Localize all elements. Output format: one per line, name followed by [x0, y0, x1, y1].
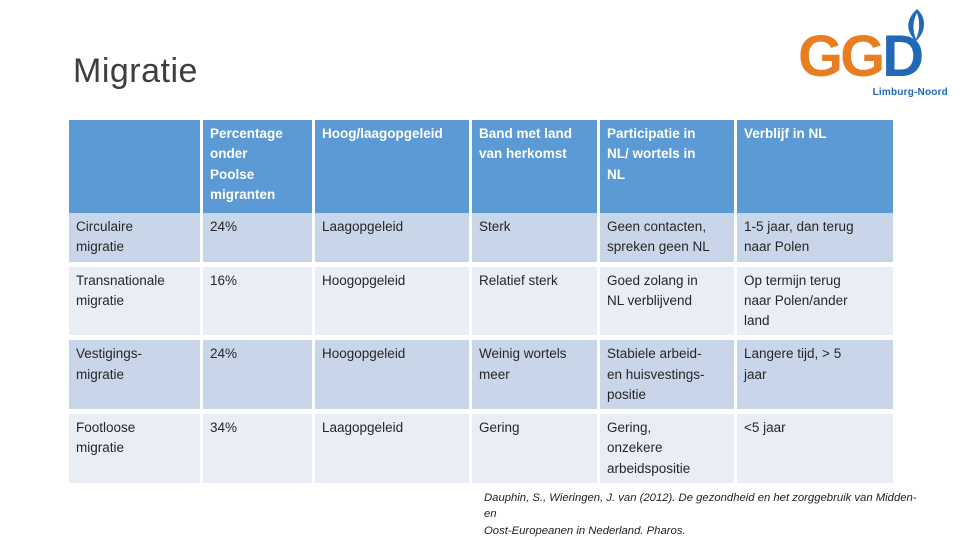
table-cell: 1-5 jaar, dan terug naar Polen	[737, 213, 893, 267]
logo-region-label: Limburg-Noord	[872, 87, 948, 98]
table-cell: Geen contacten, spreken geen NL	[600, 213, 737, 267]
row-label: Transnationale migratie	[69, 266, 203, 341]
table-cell: Gering, onzekere arbeidspositie	[600, 414, 737, 483]
table-header-row: Percentage onder Poolse migranten Hoog/l…	[69, 120, 893, 213]
table-cell: Weinig wortels meer	[472, 340, 600, 414]
table-cell: Stabiele arbeid- en huisvestings- positi…	[600, 340, 737, 414]
citation: Dauphin, S., Wieringen, J. van (2012). D…	[484, 492, 917, 537]
column-header-percentage: Percentage onder Poolse migranten	[203, 120, 315, 213]
column-header-opleiding: Hoog/laagopgeleid	[315, 120, 472, 213]
leaf-icon	[902, 8, 932, 42]
column-header-verblijf: Verblijf in NL	[737, 120, 893, 213]
row-label: Vestigings- migratie	[69, 340, 203, 414]
table-cell: Laagopgeleid	[315, 213, 472, 267]
table-row-circulaire: Circulaire migratie 24% Laagopgeleid Ste…	[69, 213, 893, 267]
row-label: Circulaire migratie	[69, 213, 203, 267]
column-header-band: Band met land van herkomst	[472, 120, 600, 213]
column-header-participatie: Participatie in NL/ wortels in NL	[600, 120, 737, 213]
table-cell: 34%	[203, 414, 315, 483]
row-label: Footloose migratie	[69, 414, 203, 483]
table-cell: Hoogopgeleid	[315, 340, 472, 414]
page-title: Migratie	[73, 52, 198, 90]
table-cell: Laagopgeleid	[315, 414, 472, 483]
table-cell: 24%	[203, 340, 315, 414]
table-cell: Op termijn terug naar Polen/ander land	[737, 266, 893, 341]
table-cell: Sterk	[472, 213, 600, 267]
table-cell: <5 jaar	[737, 414, 893, 483]
table-cell: Hoogopgeleid	[315, 266, 472, 341]
column-header-empty	[69, 120, 203, 213]
table-cell: 24%	[203, 213, 315, 267]
table-cell: Gering	[472, 414, 600, 483]
table-cell: Goed zolang in NL verblijvend	[600, 266, 737, 341]
table-row-footloose: Footloose migratie 34% Laagopgeleid Geri…	[69, 414, 893, 483]
logo-text-gg: GG	[798, 24, 885, 89]
table-cell: Langere tijd, > 5 jaar	[737, 340, 893, 414]
ggd-logo: GGD Limburg-Noord	[798, 9, 950, 98]
table-row-vestigings: Vestigings- migratie 24% Hoogopgeleid We…	[69, 340, 893, 414]
table-row-transnationale: Transnationale migratie 16% Hoogopgeleid…	[69, 266, 893, 341]
table-cell: 16%	[203, 266, 315, 341]
migration-table: Percentage onder Poolse migranten Hoog/l…	[69, 120, 893, 483]
table-cell: Relatief sterk	[472, 266, 600, 341]
